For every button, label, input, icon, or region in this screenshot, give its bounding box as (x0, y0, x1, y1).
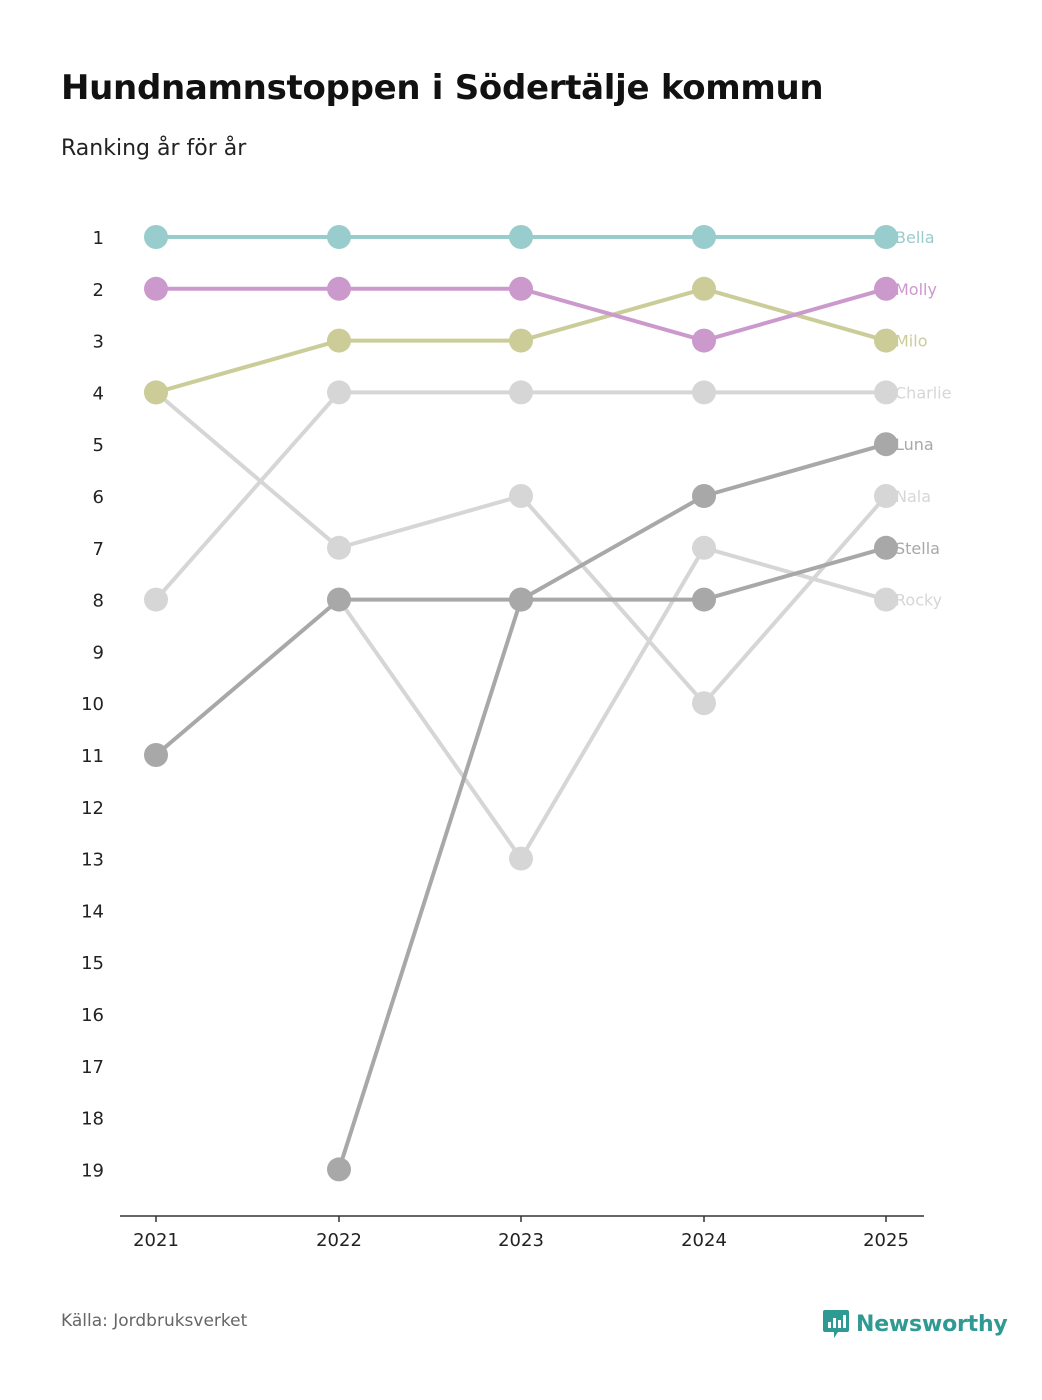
data-point-stella (327, 587, 351, 612)
series-label-charlie: Charlie (895, 383, 951, 402)
series-label-nala: Nala (895, 487, 931, 506)
series-line-luna (519, 494, 706, 602)
series-label-luna: Luna (895, 435, 934, 454)
series-label-bella: Bella (895, 228, 935, 247)
series-label-stella: Stella (895, 539, 940, 558)
brand-name: Newsworthy (856, 1311, 1008, 1337)
brand-logo: Newsworthy (822, 1308, 1008, 1340)
data-point-luna (874, 432, 898, 457)
data-point-milo (692, 276, 716, 301)
data-point-luna (327, 1157, 351, 1182)
series-molly (144, 276, 898, 353)
y-tick-label: 2 (93, 280, 104, 301)
series-line-charlie (154, 390, 341, 602)
y-tick-label: 19 (81, 1160, 104, 1181)
data-point-milo (874, 328, 898, 353)
x-tick-label: 2023 (498, 1230, 544, 1251)
y-tick-label: 13 (81, 850, 104, 871)
data-point-molly (327, 276, 351, 301)
y-tick-label: 11 (81, 746, 104, 767)
series-line-nala (337, 494, 523, 550)
chart-subtitle: Ranking år för år (61, 136, 247, 161)
series-group: Charlie Nala Rocky Luna Stella Milo Molly Bella (144, 225, 951, 1182)
x-tick-label: 2022 (316, 1230, 362, 1251)
data-point-stella (144, 743, 168, 767)
series-rocky (327, 535, 898, 871)
y-tick-label: 14 (81, 901, 104, 922)
data-point-nala (692, 691, 716, 716)
series-nala (144, 380, 898, 716)
x-tick-label: 2025 (863, 1230, 909, 1251)
data-point-milo (327, 328, 351, 353)
series-line-luna (337, 597, 523, 1172)
y-tick-label: 10 (81, 694, 104, 715)
data-point-charlie (327, 380, 351, 405)
data-point-rocky (509, 846, 533, 871)
data-point-milo (509, 328, 533, 353)
data-point-stella (874, 535, 898, 560)
series-line-rocky (519, 545, 706, 861)
data-point-charlie (874, 380, 898, 405)
series-line-milo (154, 338, 341, 395)
series-stella (144, 535, 898, 767)
y-tick-label: 5 (93, 435, 104, 456)
series-label-molly: Molly (895, 280, 937, 299)
series-line-luna (702, 442, 888, 498)
y-tick-label: 16 (81, 1005, 104, 1026)
y-tick-label: 8 (93, 591, 104, 612)
y-tick-label: 3 (93, 332, 104, 353)
y-tick-label: 15 (81, 953, 104, 974)
series-line-molly (519, 286, 706, 343)
data-point-nala (509, 484, 533, 508)
data-point-nala (874, 484, 898, 508)
data-point-nala (327, 535, 351, 560)
series-line-nala (702, 494, 888, 706)
data-point-bella (874, 225, 898, 249)
x-tick-label: 2021 (133, 1230, 179, 1251)
x-axis: 2021 2022 2023 2024 2025 (120, 1215, 924, 1251)
data-point-bella (144, 225, 168, 249)
y-tick-label: 6 (93, 487, 104, 508)
data-point-molly (692, 328, 716, 353)
series-line-stella (702, 545, 888, 602)
data-point-charlie (692, 380, 716, 405)
source-note: Källa: Jordbruksverket (61, 1311, 248, 1331)
series-bella (144, 225, 898, 249)
y-tick-label: 12 (81, 798, 104, 819)
data-point-bella (509, 225, 533, 249)
bar-chart-speech-bubble-icon (823, 1310, 849, 1338)
y-tick-label: 18 (81, 1109, 104, 1130)
data-point-molly (874, 276, 898, 301)
y-tick-label: 4 (93, 383, 104, 404)
data-point-charlie (509, 380, 533, 405)
data-point-stella (692, 587, 716, 612)
data-point-charlie (144, 587, 168, 612)
y-tick-label: 1 (93, 228, 104, 249)
data-point-bella (327, 225, 351, 249)
series-line-nala (154, 390, 341, 550)
data-point-milo (144, 380, 168, 405)
data-point-rocky (692, 535, 716, 560)
series-charlie (144, 380, 898, 612)
y-tick-label: 9 (93, 642, 104, 663)
series-label-rocky: Rocky (895, 591, 942, 610)
data-point-stella (509, 587, 533, 612)
series-luna (327, 432, 898, 1182)
data-point-bella (692, 225, 716, 249)
data-point-molly (509, 276, 533, 301)
data-point-rocky (874, 587, 898, 612)
chart-title: Hundnamnstoppen i Södertälje kommun (61, 68, 824, 108)
series-line-rocky (337, 597, 523, 861)
y-tick-label: 7 (93, 539, 104, 560)
x-tick-label: 2024 (681, 1230, 727, 1251)
data-point-luna (692, 484, 716, 508)
series-line-molly (702, 286, 888, 343)
data-point-molly (144, 276, 168, 301)
y-tick-label: 17 (81, 1057, 104, 1078)
series-line-stella (154, 597, 341, 757)
series-label-milo: Milo (895, 332, 927, 351)
